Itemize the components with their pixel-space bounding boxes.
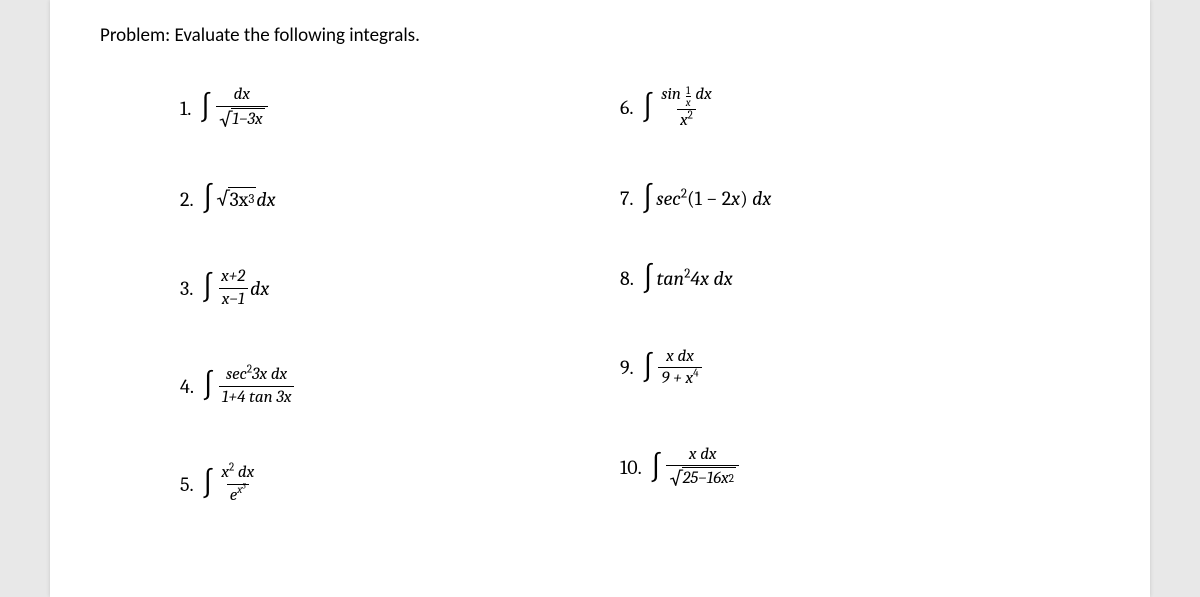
integral-sign: ∫ bbox=[650, 456, 663, 480]
problem-5: 5. ∫ x2 dx ex3 bbox=[180, 463, 620, 505]
right-column: 6. ∫ sin 1 x dx x2 bbox=[620, 85, 1060, 505]
integral-sign: ∫ bbox=[202, 374, 215, 398]
integral-sign: ∫ bbox=[642, 96, 655, 120]
columns: 1. ∫ dx √ 1−3x 2. bbox=[100, 85, 1100, 505]
numerator: x dx bbox=[663, 347, 697, 368]
item-number: 9. bbox=[620, 356, 634, 379]
problem-7: 7. ∫ sec2(1 − 2x) dx bbox=[620, 187, 1060, 211]
integral-sign: ∫ bbox=[642, 267, 655, 291]
denominator: 1+4 tan 3x bbox=[219, 386, 295, 408]
denominator: 9 + x4 bbox=[658, 367, 701, 389]
denominator: x−1 bbox=[219, 288, 248, 310]
item-number: 2. bbox=[180, 188, 194, 211]
math-expr: ∫ sec23x dx 1+4 tan 3x bbox=[202, 365, 296, 407]
numerator: sec23x dx bbox=[223, 365, 290, 386]
item-number: 8. bbox=[620, 267, 634, 290]
problem-6: 6. ∫ sin 1 x dx x2 bbox=[620, 85, 1060, 131]
fraction: sec23x dx 1+4 tan 3x bbox=[219, 365, 295, 407]
problem-title: Problem: Evaluate the following integral… bbox=[100, 24, 1100, 47]
sqrt-body: 1−3x bbox=[231, 108, 264, 131]
integral-sign: ∫ bbox=[642, 356, 655, 380]
sqrt: √ 25−16x2 bbox=[669, 467, 736, 490]
math-expr: ∫ √ 3x3 dx bbox=[202, 187, 276, 211]
item-number: 3. bbox=[180, 277, 193, 300]
problem-4: 4. ∫ sec23x dx 1+4 tan 3x bbox=[180, 365, 620, 407]
numerator: dx bbox=[231, 85, 253, 106]
integral-sign: ∫ bbox=[202, 472, 215, 496]
item-number: 5. bbox=[180, 473, 194, 496]
math-expr: ∫ sin 1 x dx x2 bbox=[642, 85, 717, 131]
item-number: 4. bbox=[180, 375, 194, 398]
tail: dx bbox=[256, 188, 275, 211]
item-number: 7. bbox=[620, 187, 634, 210]
fraction: x+2 x−1 bbox=[218, 267, 248, 309]
sqrt: √ 1−3x bbox=[219, 108, 264, 131]
integral-sign: ∫ bbox=[199, 96, 212, 120]
small-fraction: 1 x bbox=[686, 85, 691, 108]
sqrt-body: 25−16x2 bbox=[682, 467, 736, 490]
problem-1: 1. ∫ dx √ 1−3x bbox=[180, 85, 620, 131]
fraction: x2 dx ex3 bbox=[218, 463, 257, 505]
denominator: √ 25−16x2 bbox=[666, 465, 739, 491]
math-expr: ∫ dx √ 1−3x bbox=[199, 85, 269, 131]
numerator: x+2 bbox=[218, 267, 248, 288]
fraction: x dx 9 + x4 bbox=[658, 347, 701, 389]
problem-9: 9. ∫ x dx 9 + x4 bbox=[620, 347, 1060, 389]
fraction: sin 1 x dx x2 bbox=[658, 85, 714, 131]
integral-sign: ∫ bbox=[202, 187, 215, 211]
math-expr: ∫ tan24x dx bbox=[642, 267, 733, 291]
problem-10: 10. ∫ x dx √ 25−16x2 bbox=[620, 445, 1060, 491]
problem-2: 2. ∫ √ 3x3 dx bbox=[180, 187, 620, 211]
numerator: x2 dx bbox=[218, 463, 257, 484]
numerator: sin 1 x dx bbox=[658, 85, 714, 109]
left-column: 1. ∫ dx √ 1−3x 2. bbox=[180, 85, 620, 505]
math-expr: ∫ sec2(1 − 2x) dx bbox=[642, 187, 772, 211]
denominator: ex3 bbox=[227, 484, 249, 506]
math-expr: ∫ x dx √ 25−16x2 bbox=[650, 445, 741, 491]
tail: dx bbox=[250, 277, 269, 300]
item-number: 10. bbox=[620, 456, 642, 479]
math-expr: ∫ x2 dx ex3 bbox=[202, 463, 260, 505]
math-expr: ∫ x dx 9 + x4 bbox=[642, 347, 704, 389]
denominator: x2 bbox=[677, 109, 696, 131]
item-number: 6. bbox=[620, 96, 634, 119]
integral-sign: ∫ bbox=[642, 187, 655, 211]
problem-3: 3. ∫ x+2 x−1 dx bbox=[180, 267, 620, 309]
denominator: √ 1−3x bbox=[216, 106, 267, 132]
math-expr: ∫ x+2 x−1 dx bbox=[201, 267, 269, 309]
sqrt-body: 3x3 bbox=[228, 187, 256, 211]
numerator: x dx bbox=[686, 445, 720, 466]
problem-8: 8. ∫ tan24x dx bbox=[620, 267, 1060, 291]
sqrt: √ 3x3 bbox=[216, 187, 256, 211]
fraction: dx √ 1−3x bbox=[216, 85, 267, 131]
page: Problem: Evaluate the following integral… bbox=[50, 0, 1150, 597]
integral-sign: ∫ bbox=[201, 276, 214, 300]
item-number: 1. bbox=[180, 97, 191, 120]
fraction: x dx √ 25−16x2 bbox=[666, 445, 739, 491]
